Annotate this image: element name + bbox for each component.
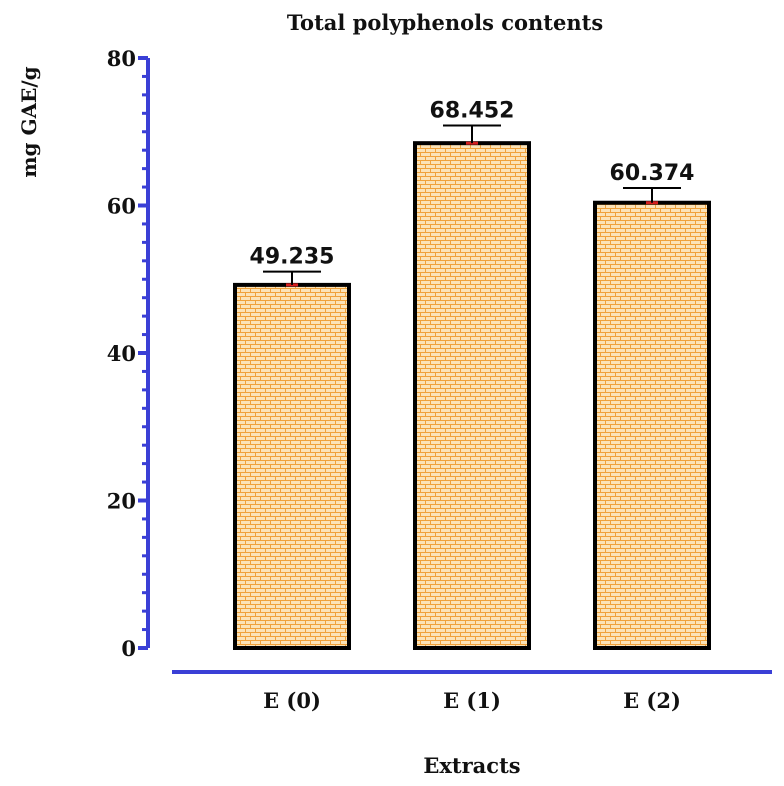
y-tick-label: 80	[107, 46, 136, 71]
y-tick-label: 0	[121, 636, 136, 661]
y-tick-label: 40	[107, 341, 136, 366]
data-label: 60.374	[610, 161, 695, 186]
y-tick-label: 20	[107, 489, 136, 514]
x-tick-labels: E (0) E (1) E (2)	[263, 688, 681, 713]
x-tick-label: E (1)	[443, 688, 501, 713]
y-axis: 0 20 40 60 80	[107, 46, 150, 661]
bar	[233, 282, 351, 650]
y-tick-label: 60	[107, 194, 136, 219]
data-label: 49.235	[250, 245, 335, 270]
chart-title: Total polyphenols contents	[287, 10, 603, 35]
data-label: 68.452	[430, 98, 515, 123]
x-axis-label: Extracts	[423, 753, 520, 778]
bar-group: 49.235	[233, 245, 351, 650]
x-tick-label: E (0)	[263, 688, 321, 713]
y-axis-label: mg GAE/g	[17, 66, 41, 177]
bar-group: 60.374	[593, 161, 711, 650]
bar	[413, 141, 531, 650]
bar	[593, 200, 711, 650]
bar-group: 68.452	[413, 98, 531, 650]
bars: 49.235 68.452 60.374	[233, 98, 711, 650]
x-tick-label: E (2)	[623, 688, 681, 713]
